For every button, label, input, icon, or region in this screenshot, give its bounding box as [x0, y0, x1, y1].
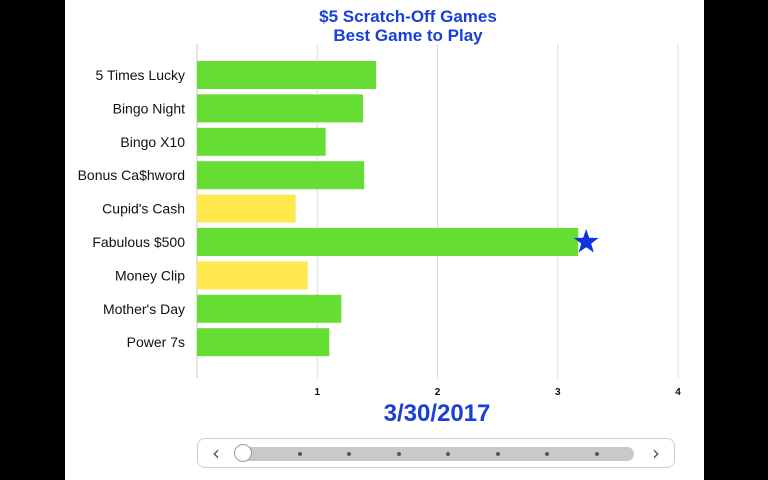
bar: [197, 61, 377, 89]
bar: [197, 161, 365, 190]
bar: [197, 94, 363, 123]
category-label: Power 7s: [127, 334, 185, 350]
slider-tick: [446, 452, 450, 456]
chevron-right-icon[interactable]: ›: [652, 441, 660, 465]
slider-tick: [594, 452, 599, 456]
chevron-left-icon[interactable]: ‹: [212, 441, 220, 465]
category-label: Cupid's Cash: [102, 201, 185, 217]
chart-title: $5 Scratch-Off Games: [319, 7, 497, 26]
bar: [197, 228, 579, 256]
chart-subtitle: Best Game to Play: [333, 26, 483, 45]
slider-tick: [545, 452, 549, 456]
slider-tick: [396, 452, 401, 456]
bar: [197, 261, 308, 290]
slider-tick: [297, 452, 302, 456]
date-label: 3/30/2017: [383, 400, 491, 427]
x-tick-label: 4: [675, 387, 681, 398]
slider-thumb[interactable]: [234, 444, 252, 462]
x-tick-label: 2: [435, 387, 441, 398]
category-label: 5 Times Lucky: [96, 67, 185, 83]
slider-track[interactable]: [234, 444, 634, 462]
category-label: Mother's Day: [103, 301, 185, 317]
bar: [197, 127, 326, 156]
category-label: Bingo X10: [120, 134, 185, 150]
bar: [197, 194, 296, 223]
slider-tick: [495, 452, 500, 456]
x-tick-label: 3: [555, 387, 561, 398]
date-slider[interactable]: ‹ ›: [197, 438, 675, 468]
star-icon: [573, 229, 599, 253]
category-label: Bingo Night: [113, 100, 185, 116]
x-tick-label: 1: [314, 387, 320, 398]
bar: [197, 294, 342, 323]
slider-tick: [347, 452, 351, 456]
category-label: Fabulous $500: [92, 234, 185, 250]
bar: [197, 328, 330, 357]
category-label: Money Clip: [115, 267, 185, 283]
category-label: Bonus Ca$hword: [78, 167, 185, 183]
